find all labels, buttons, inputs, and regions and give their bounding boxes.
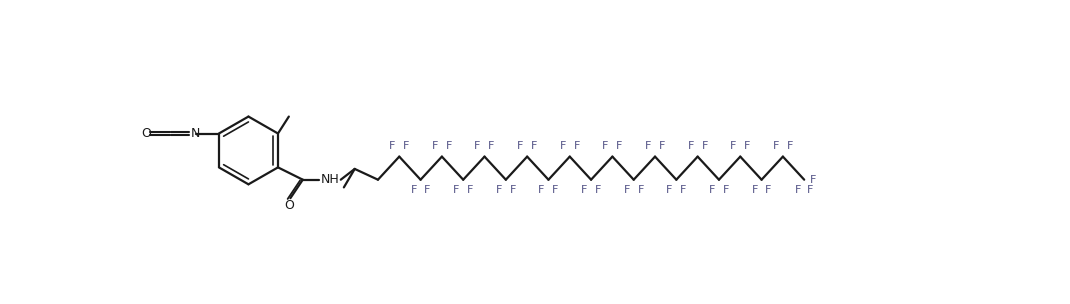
Text: F: F <box>730 141 736 151</box>
Text: F: F <box>560 141 566 151</box>
Text: N: N <box>190 127 200 140</box>
Text: F: F <box>659 141 666 151</box>
Text: F: F <box>474 141 480 151</box>
Text: O: O <box>141 127 151 140</box>
Text: F: F <box>702 141 708 151</box>
Text: F: F <box>403 141 410 151</box>
Text: F: F <box>425 185 431 195</box>
Text: F: F <box>751 185 758 195</box>
Text: F: F <box>688 141 693 151</box>
Text: F: F <box>389 141 396 151</box>
Text: F: F <box>786 141 793 151</box>
Text: F: F <box>765 185 771 195</box>
Text: F: F <box>509 185 516 195</box>
Text: F: F <box>431 141 438 151</box>
Text: F: F <box>681 185 687 195</box>
Text: NH: NH <box>321 173 339 186</box>
Text: F: F <box>795 185 801 195</box>
Text: F: F <box>467 185 473 195</box>
Text: F: F <box>538 185 545 195</box>
Text: F: F <box>602 141 609 151</box>
Text: F: F <box>773 141 779 151</box>
Text: F: F <box>810 175 816 185</box>
Text: F: F <box>595 185 601 195</box>
Text: F: F <box>531 141 537 151</box>
Text: F: F <box>574 141 580 151</box>
Text: F: F <box>638 185 644 195</box>
Text: F: F <box>645 141 652 151</box>
Text: O: O <box>284 199 294 212</box>
Text: F: F <box>446 141 452 151</box>
Text: F: F <box>722 185 729 195</box>
Text: F: F <box>411 185 417 195</box>
Text: F: F <box>744 141 750 151</box>
Text: F: F <box>495 185 502 195</box>
Text: F: F <box>624 185 630 195</box>
Text: F: F <box>581 185 587 195</box>
Text: F: F <box>616 141 623 151</box>
Text: F: F <box>667 185 673 195</box>
Text: F: F <box>552 185 559 195</box>
Text: F: F <box>807 185 813 195</box>
Text: F: F <box>517 141 523 151</box>
Text: F: F <box>453 185 459 195</box>
Text: F: F <box>488 141 494 151</box>
Text: F: F <box>708 185 715 195</box>
